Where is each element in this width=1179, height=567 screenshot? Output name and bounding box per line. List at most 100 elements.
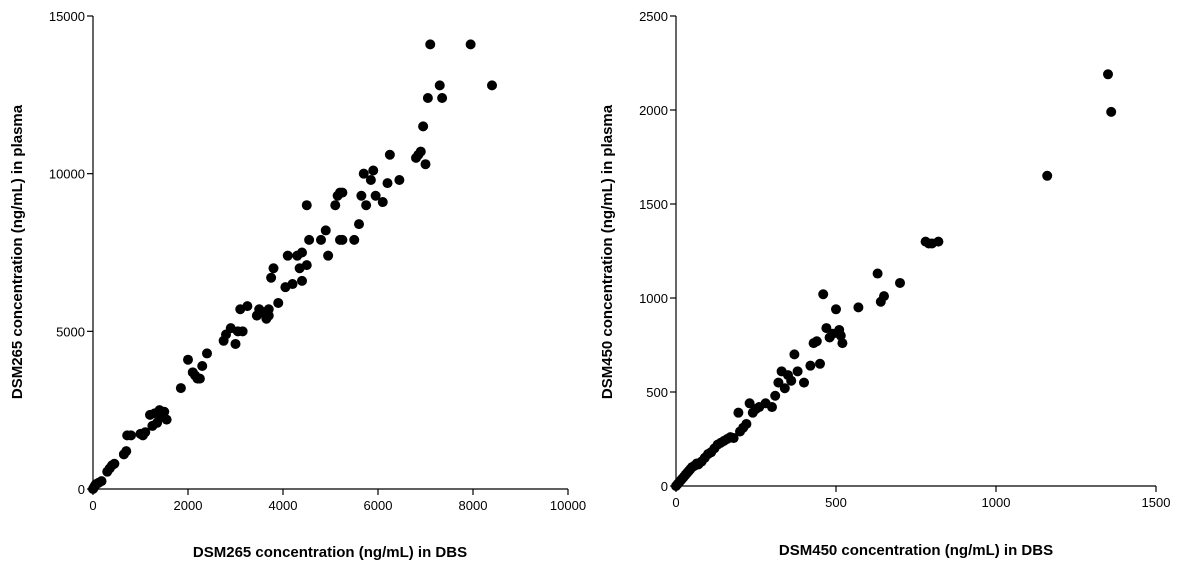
x-tick-label: 2000 [174,498,203,513]
data-point [767,402,777,413]
data-point [779,383,790,394]
data-point [230,338,241,349]
data-point [121,446,132,457]
data-point [799,377,809,388]
data-point [175,383,186,394]
data-point [301,200,312,211]
data-point [853,302,864,313]
data-point [792,366,803,377]
x-axis-title: DSM265 concentration (ng/mL) in DBS [193,544,467,561]
data-point [933,236,944,247]
data-point [304,234,315,245]
data-point [263,304,274,315]
data-point [805,360,816,371]
data-point [96,476,107,487]
x-tick-label: 1000 [982,495,1011,510]
data-point [1042,170,1053,181]
data-point [837,338,848,349]
data-point [418,121,429,132]
x-tick-label: 0 [672,495,679,510]
x-tick-label: 4000 [269,498,298,513]
data-point [811,336,822,347]
data-point [237,326,248,337]
data-point [354,219,364,230]
data-point [384,149,395,160]
x-axis-title: DSM450 concentration (ng/mL) in DBS [779,542,1053,559]
y-tick-label: 0 [661,479,668,494]
data-point [1106,106,1117,117]
data-point [337,234,348,245]
data-point [425,39,436,50]
data-point [370,190,381,201]
y-axis-title: DSM450 concentration (ng/mL) in plasma [599,104,616,399]
data-point [109,458,120,469]
data-point [741,418,752,429]
data-point [337,187,348,198]
data-point [183,354,193,365]
data-point [879,291,889,302]
data-point [349,234,360,245]
data-point [872,268,883,279]
data-point [242,301,253,312]
data-point [786,375,797,386]
x-tick-label: 500 [825,495,847,510]
data-point [197,361,208,372]
x-tick-label: 8000 [459,498,488,513]
data-point [301,260,312,271]
data-point [297,275,307,286]
y-tick-label: 10000 [49,167,85,182]
data-point [831,304,841,315]
data-point [202,348,212,359]
y-tick-label: 2000 [639,103,668,118]
y-tick-label: 1500 [639,197,668,212]
left-chart-panel: 0 2000 4000 6000 8000 10000 0 5000 10000 15000 DSM… [9,9,586,561]
x-tick-label: 0 [89,498,96,513]
data-point [744,398,755,409]
data-point [487,80,497,91]
data-point [356,190,367,201]
data-point [821,323,832,334]
right-chart-panel: 0 500 1000 1500 0 500 1000 1500 2000 2500 DSM450 c… [590,0,1179,567]
dsm450-scatter-plot: 0 500 1000 1500 0 500 1000 1500 2000 2500 DSM450 c… [599,9,1171,559]
data-point [316,234,326,245]
data-point [323,250,334,261]
dsm265-scatter-plot: 0 2000 4000 6000 8000 10000 0 5000 10000 15000 DSM… [9,9,586,561]
data-point [287,279,298,290]
x-tick-label: 6000 [364,498,393,513]
y-tick-label: 15000 [49,9,85,24]
data-point [297,247,307,258]
data-point [361,200,372,211]
data-point [140,427,151,438]
data-point [465,39,476,50]
data-point [815,358,825,369]
data-point [818,289,829,300]
data-point [358,168,369,179]
data-point [733,407,744,418]
x-tick-label: 1500 [1142,495,1171,510]
y-axis-title: DSM265 concentration (ng/mL) in plasma [9,104,26,399]
data-point [789,349,800,360]
data-point [365,174,376,185]
data-point [282,250,293,261]
y-tick-label: 1000 [639,291,668,306]
data-point [773,377,784,388]
data-point [126,430,136,441]
data-point [382,178,393,189]
data-point [394,174,405,185]
y-tick-label: 5000 [56,324,85,339]
data-point [437,92,448,103]
data-point [728,433,739,444]
x-tick-label: 10000 [550,498,586,513]
data-point [434,80,445,91]
data-point [266,272,277,283]
y-tick-label: 2500 [639,9,668,24]
data-point [415,146,426,157]
data-point [835,330,846,341]
data-point [377,197,388,208]
data-point [1103,69,1113,80]
data-point [161,414,172,425]
data-point [320,225,331,236]
data-point [770,390,781,401]
y-tick-label: 500 [646,385,668,400]
data-point [422,92,433,103]
